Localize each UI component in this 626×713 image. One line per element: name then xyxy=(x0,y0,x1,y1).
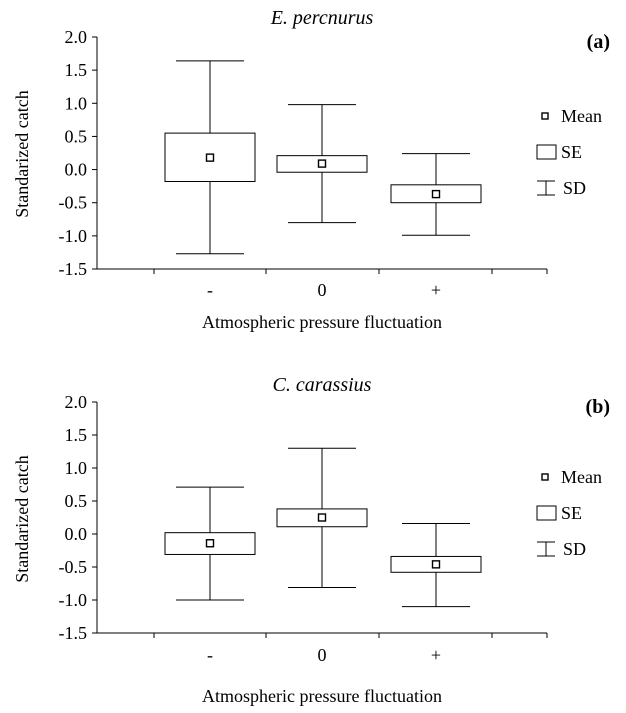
x-tick-label: - xyxy=(207,280,213,300)
x-tick-label: 0 xyxy=(318,280,327,300)
legend-se-marker xyxy=(536,505,557,521)
y-tick-label: -1.0 xyxy=(59,226,88,246)
y-tick-label: 0.0 xyxy=(65,160,88,180)
y-tick-label: 1.5 xyxy=(65,425,88,445)
x-axis-title: Atmospheric pressure fluctuation xyxy=(202,686,442,706)
panel-label: (a) xyxy=(587,31,610,53)
y-tick-label: 0.0 xyxy=(65,524,88,544)
chart-panel-b: 2.0 1.5 1.0 0.5 0.0 -0.5 -1.0 -1.5 - 0 + Atmospheri… xyxy=(12,374,610,706)
y-tick-label: 1.0 xyxy=(65,93,88,113)
x-tick-label: + xyxy=(431,645,441,665)
y-tick-label: 2.0 xyxy=(65,392,88,412)
mean-marker xyxy=(205,539,215,548)
x-tick-label: + xyxy=(431,280,441,300)
x-axis-title: Atmospheric pressure fluctuation xyxy=(202,312,442,332)
y-tick-label: -0.5 xyxy=(59,557,88,577)
y-tick-label: 0.5 xyxy=(65,491,88,511)
legend-mean-label: Mean xyxy=(561,106,602,126)
legend-sd-label: SD xyxy=(563,539,586,559)
legend-se-marker xyxy=(536,144,557,160)
box-group-1 xyxy=(276,104,368,224)
y-tick-label: 2.0 xyxy=(65,27,88,47)
box-group-1 xyxy=(276,447,368,588)
x-tick-label: 0 xyxy=(318,645,327,665)
y-axis-title: Standarized catch xyxy=(12,90,32,217)
panel-label: (b) xyxy=(586,396,610,418)
mean-marker xyxy=(431,560,441,569)
y-tick-label: 1.0 xyxy=(65,458,88,478)
legend: Mean SE SD xyxy=(536,467,602,559)
x-tick-label: - xyxy=(207,645,213,665)
y-tick-label: -1.5 xyxy=(59,623,88,643)
box-group-2 xyxy=(390,153,482,236)
mean-marker xyxy=(431,189,441,199)
y-tick-label: -0.5 xyxy=(59,193,88,213)
legend-se-label: SE xyxy=(561,142,582,162)
y-tick-label: 1.5 xyxy=(65,60,88,80)
chart-title: E. percnurus xyxy=(270,7,374,29)
y-tick-label: 0.5 xyxy=(65,126,88,146)
legend-mean-marker xyxy=(541,112,549,120)
box-group-0 xyxy=(164,60,256,255)
mean-marker xyxy=(317,513,327,522)
legend-se-label: SE xyxy=(561,503,582,523)
legend: Mean SE SD xyxy=(536,106,602,198)
box-group-0 xyxy=(164,486,256,601)
legend-mean-marker xyxy=(541,473,549,481)
legend-sd-label: SD xyxy=(563,178,586,198)
y-axis-title: Standarized catch xyxy=(12,455,32,582)
y-tick-label: -1.5 xyxy=(59,259,88,279)
y-tick-label: -1.0 xyxy=(59,590,88,610)
box-group-2 xyxy=(390,522,482,608)
chart-title: C. carassius xyxy=(273,374,372,396)
mean-marker xyxy=(205,153,215,162)
chart-panel-a: 2.0 1.5 1.0 0.5 0.0 -0.5 -1.0 -1.5 - 0 + Atmospheri… xyxy=(12,7,610,332)
legend-mean-label: Mean xyxy=(561,467,602,487)
mean-marker xyxy=(317,159,327,168)
